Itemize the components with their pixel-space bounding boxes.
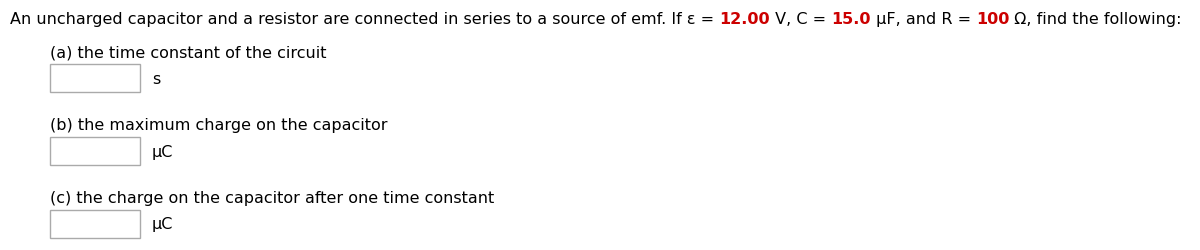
Text: 15.0: 15.0 bbox=[832, 12, 871, 27]
Text: s: s bbox=[152, 71, 161, 86]
Text: (c) the charge on the capacitor after one time constant: (c) the charge on the capacitor after on… bbox=[50, 190, 494, 205]
Text: 100: 100 bbox=[976, 12, 1009, 27]
Text: (b) the maximum charge on the capacitor: (b) the maximum charge on the capacitor bbox=[50, 118, 388, 132]
Text: An uncharged capacitor and a resistor are connected in series to a source of emf: An uncharged capacitor and a resistor ar… bbox=[10, 12, 719, 27]
Text: (a) the time constant of the circuit: (a) the time constant of the circuit bbox=[50, 45, 326, 60]
FancyBboxPatch shape bbox=[50, 210, 140, 238]
FancyBboxPatch shape bbox=[50, 65, 140, 93]
Text: μF, and R =: μF, and R = bbox=[871, 12, 976, 27]
Text: 12.00: 12.00 bbox=[719, 12, 770, 27]
Text: Ω, find the following:: Ω, find the following: bbox=[1009, 12, 1182, 27]
FancyBboxPatch shape bbox=[50, 138, 140, 165]
Text: μC: μC bbox=[152, 217, 173, 232]
Text: μC: μC bbox=[152, 144, 173, 159]
Text: V, C =: V, C = bbox=[770, 12, 832, 27]
